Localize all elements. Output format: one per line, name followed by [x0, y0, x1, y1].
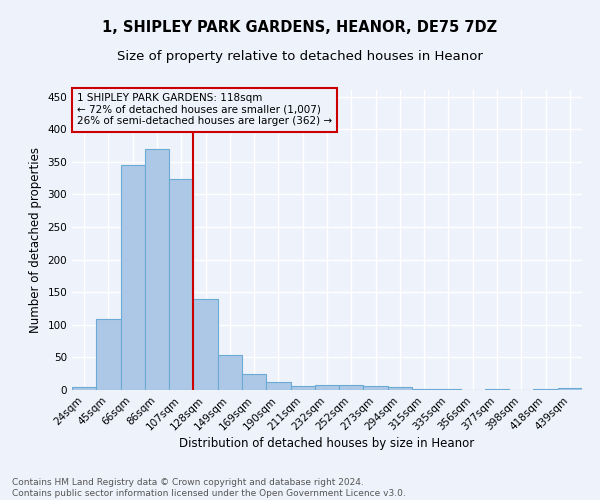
- Bar: [96, 319, 121, 390]
- Bar: [412, 388, 436, 390]
- Bar: [339, 386, 364, 390]
- Text: Contains HM Land Registry data © Crown copyright and database right 2024.
Contai: Contains HM Land Registry data © Crown c…: [12, 478, 406, 498]
- Text: 1 SHIPLEY PARK GARDENS: 118sqm
← 72% of detached houses are smaller (1,007)
26% : 1 SHIPLEY PARK GARDENS: 118sqm ← 72% of …: [77, 94, 332, 126]
- Bar: [290, 386, 315, 390]
- Bar: [121, 165, 145, 390]
- Y-axis label: Number of detached properties: Number of detached properties: [29, 147, 42, 333]
- Bar: [315, 385, 339, 390]
- Bar: [218, 356, 242, 390]
- X-axis label: Distribution of detached houses by size in Heanor: Distribution of detached houses by size …: [179, 438, 475, 450]
- Bar: [388, 388, 412, 390]
- Bar: [145, 148, 169, 390]
- Text: Size of property relative to detached houses in Heanor: Size of property relative to detached ho…: [117, 50, 483, 63]
- Bar: [72, 386, 96, 390]
- Bar: [558, 388, 582, 390]
- Bar: [169, 180, 193, 390]
- Bar: [242, 374, 266, 390]
- Text: 1, SHIPLEY PARK GARDENS, HEANOR, DE75 7DZ: 1, SHIPLEY PARK GARDENS, HEANOR, DE75 7D…: [103, 20, 497, 35]
- Bar: [364, 386, 388, 390]
- Bar: [266, 382, 290, 390]
- Bar: [193, 300, 218, 390]
